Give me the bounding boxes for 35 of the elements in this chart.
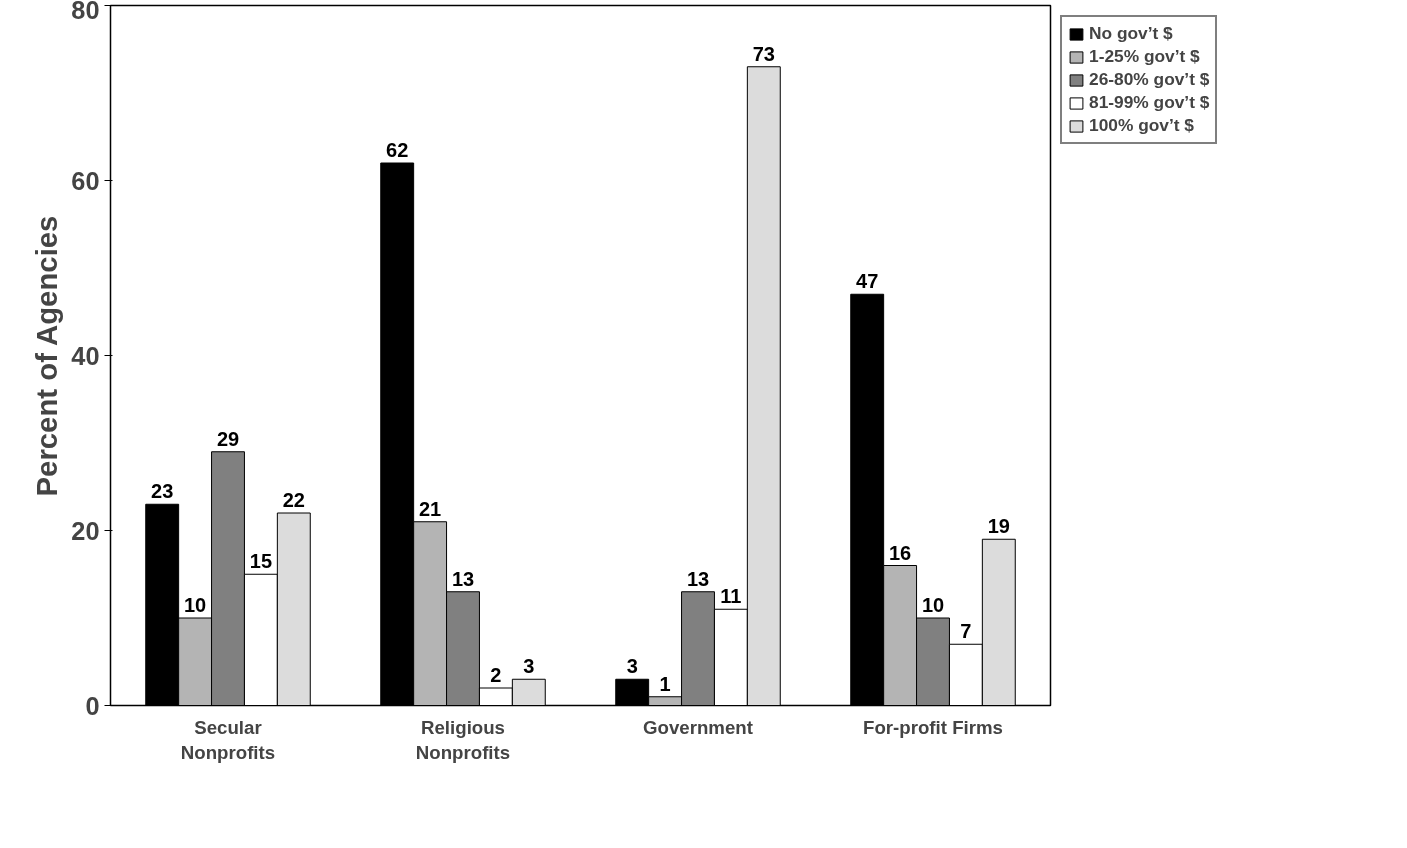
data-label: 10 xyxy=(921,594,945,616)
data-label: 2 xyxy=(490,664,502,686)
legend-label: 1-25% gov’t $ xyxy=(1089,46,1200,67)
y-tick-label: 0 xyxy=(85,691,100,720)
x-tick-label: Religious Nonprofits xyxy=(415,716,511,763)
data-label: 23 xyxy=(151,480,174,503)
legend-label: No gov’t $ xyxy=(1089,23,1173,44)
data-label: 7 xyxy=(960,620,972,643)
data-label: 3 xyxy=(523,655,535,678)
data-label: 21 xyxy=(418,497,442,520)
data-label: 3 xyxy=(626,655,638,678)
y-tick-label: 20 xyxy=(71,516,100,545)
data-label: 16 xyxy=(888,541,912,564)
data-label: 29 xyxy=(216,427,240,450)
data-label: 47 xyxy=(856,270,879,293)
x-tick-label: For-profit Firms xyxy=(863,716,1003,738)
legend-label: 26-80% gov’t $ xyxy=(1089,69,1210,90)
data-label: 13 xyxy=(451,567,475,590)
x-tick-label: Government xyxy=(643,716,753,738)
data-label: 19 xyxy=(987,515,1010,538)
data-label: 22 xyxy=(282,489,305,511)
y-axis-title: Percent of Agencies xyxy=(30,215,64,497)
legend-label: 81-99% gov’t $ xyxy=(1089,92,1210,113)
legend-label: 100% gov’t $ xyxy=(1089,115,1194,136)
y-tick-label: 80 xyxy=(71,0,100,24)
data-label: 10 xyxy=(183,594,207,616)
data-label: 13 xyxy=(686,567,710,590)
data-label: 1 xyxy=(659,672,671,695)
data-label: 11 xyxy=(720,585,742,608)
y-tick-label: 40 xyxy=(71,341,100,370)
data-label: 62 xyxy=(386,139,409,161)
x-tick-label: Secular Nonprofits xyxy=(180,716,276,763)
data-label: 73 xyxy=(752,42,775,65)
y-tick-label: 60 xyxy=(71,166,100,195)
data-label: 15 xyxy=(249,550,273,573)
